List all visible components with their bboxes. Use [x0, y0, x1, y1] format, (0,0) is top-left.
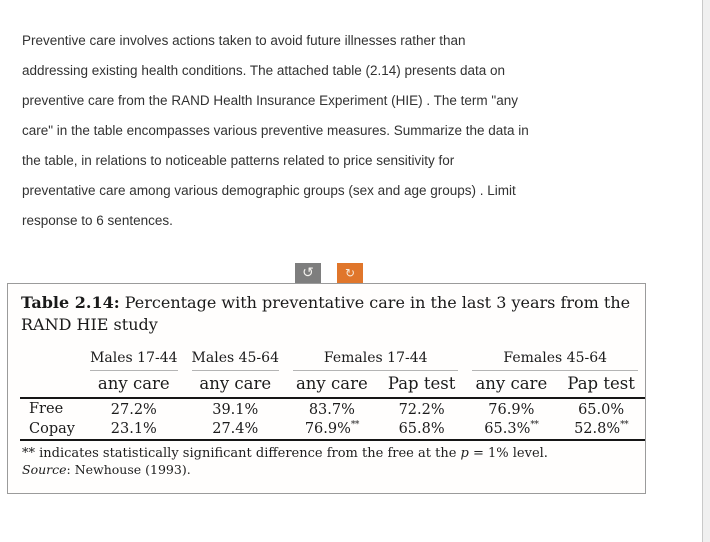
sub-header-row: any care any care any care Pap test any …: [20, 371, 645, 399]
group-header: Females 45-64: [465, 348, 645, 371]
table-title: Table 2.14: Percentage with preventative…: [21, 292, 633, 336]
rotate-counterclockwise-icon: ↺: [302, 265, 314, 281]
group-header: Males 17-44: [83, 348, 184, 371]
value-cell: 72.2%: [398, 401, 445, 418]
scrollbar-track[interactable]: [702, 0, 710, 542]
source-note: Source: Newhouse (1993).: [22, 461, 191, 477]
bottom-rule: [20, 438, 645, 442]
value-cell: 23.1%: [110, 421, 157, 438]
value-cell: 39.1%: [212, 401, 259, 418]
prompt-line: the table, in relations to noticeable pa…: [22, 153, 455, 168]
col-header: any care: [184, 371, 286, 399]
value-cell: 65.0%: [578, 401, 625, 418]
table-number: Table 2.14:: [21, 293, 120, 312]
value-cell: 76.9%**: [304, 420, 360, 438]
prompt-line: Preventive care involves actions taken t…: [22, 33, 466, 48]
preventive-care-table: Males 17-44 Males 45-64 Females 17-44 Fe…: [20, 348, 645, 442]
significance-note: ** indicates statistically significant d…: [22, 445, 548, 461]
group-header: Males 45-64: [185, 348, 286, 371]
undo-rotate-button[interactable]: ↺: [295, 263, 321, 283]
table-row-free: Free 27.2% 39.1% 83.7% 72.2% 76.9% 65.0%: [20, 398, 645, 419]
table-row-copay: Copay 23.1% 27.4% 76.9%** 65.8% 65.3%** …: [20, 419, 645, 440]
col-header: any care: [285, 371, 378, 399]
value-cell: 27.4%: [212, 421, 259, 438]
value-cell: 83.7%: [308, 401, 355, 418]
group-females-17-44: Females 17-44: [292, 350, 459, 371]
redo-rotate-button[interactable]: ↻: [337, 263, 363, 283]
table-card: Table 2.14: Percentage with preventative…: [7, 283, 646, 494]
value-cell: 65.3%**: [484, 420, 539, 438]
prompt-line: response to 6 sentences.: [22, 213, 173, 228]
prompt-line: preventive care from the RAND Health Ins…: [22, 93, 518, 108]
row-label: Free: [29, 400, 64, 417]
group-header-row: Males 17-44 Males 45-64 Females 17-44 Fe…: [20, 348, 645, 371]
value-cell: 65.8%: [398, 421, 445, 438]
table-footnotes: ** indicates statistically significant d…: [22, 446, 633, 478]
row-label: Copay: [29, 420, 75, 437]
group-header: Females 17-44: [286, 348, 465, 371]
col-header: any care: [83, 371, 185, 399]
table-title-line1: Percentage with preventative care in the…: [119, 293, 631, 312]
prompt-paragraph: Preventive care involves actions taken t…: [22, 26, 642, 236]
col-header: Pap test: [557, 371, 645, 399]
group-males-17-44: Males 17-44: [90, 350, 178, 371]
stub-cell: [20, 371, 84, 399]
value-cell: 27.2%: [110, 401, 157, 418]
col-header: any care: [465, 371, 558, 399]
prompt-line: addressing existing health conditions. T…: [22, 63, 506, 78]
prompt-line: care" in the table encompasses various p…: [22, 123, 529, 138]
col-header: Pap test: [377, 371, 466, 399]
table-title-line2: RAND HIE study: [21, 315, 158, 334]
prompt-line: preventative care among various demograp…: [22, 183, 516, 198]
rotate-clockwise-icon: ↻: [344, 266, 356, 280]
group-females-45-64: Females 45-64: [472, 350, 638, 371]
value-cell: 76.9%: [488, 401, 535, 418]
stub-cell: [20, 348, 83, 371]
value-cell: 52.8%**: [574, 420, 629, 438]
group-males-45-64: Males 45-64: [191, 350, 279, 371]
